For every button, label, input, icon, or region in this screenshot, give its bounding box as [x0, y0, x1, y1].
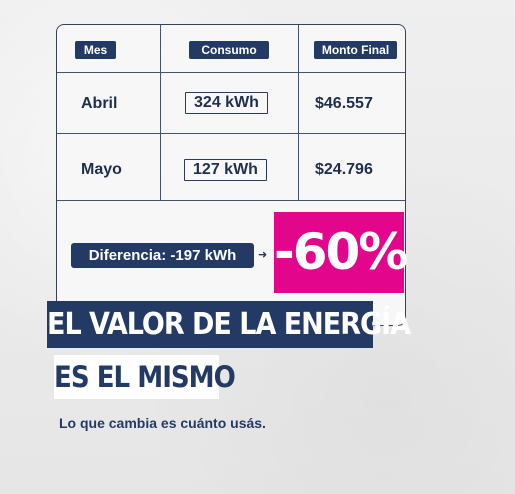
difference-label: Diferencia: -197 kWh — [71, 243, 254, 268]
percent-reduction-badge: -60% — [274, 212, 408, 293]
row-abril-consumo: 324 kWh — [185, 92, 268, 114]
table-divider-vertical-2 — [298, 25, 299, 201]
row-mayo-consumo: 127 kWh — [184, 159, 267, 181]
column-header-mes: Mes — [75, 41, 116, 59]
row-mayo-mes: Mayo — [81, 161, 122, 178]
column-header-consumo: Consumo — [189, 41, 269, 59]
table-divider-vertical-1 — [160, 25, 161, 201]
table-divider-horizontal-3 — [57, 200, 405, 201]
subtitle: Lo que cambia es cuánto usás. — [59, 415, 266, 431]
row-abril-mes: Abril — [81, 95, 118, 112]
table-divider-horizontal-2 — [57, 133, 405, 134]
table-divider-horizontal-1 — [57, 72, 405, 73]
row-mayo-monto: $24.796 — [315, 161, 373, 178]
headline-line-1: EL VALOR DE LA ENERGÍA — [47, 301, 411, 348]
headline-line-2: ES EL MISMO — [54, 355, 236, 399]
arrow-right-icon: ➜ — [258, 249, 268, 261]
column-header-monto-final: Monto Final — [314, 41, 397, 59]
row-abril-monto: $46.557 — [315, 95, 373, 112]
